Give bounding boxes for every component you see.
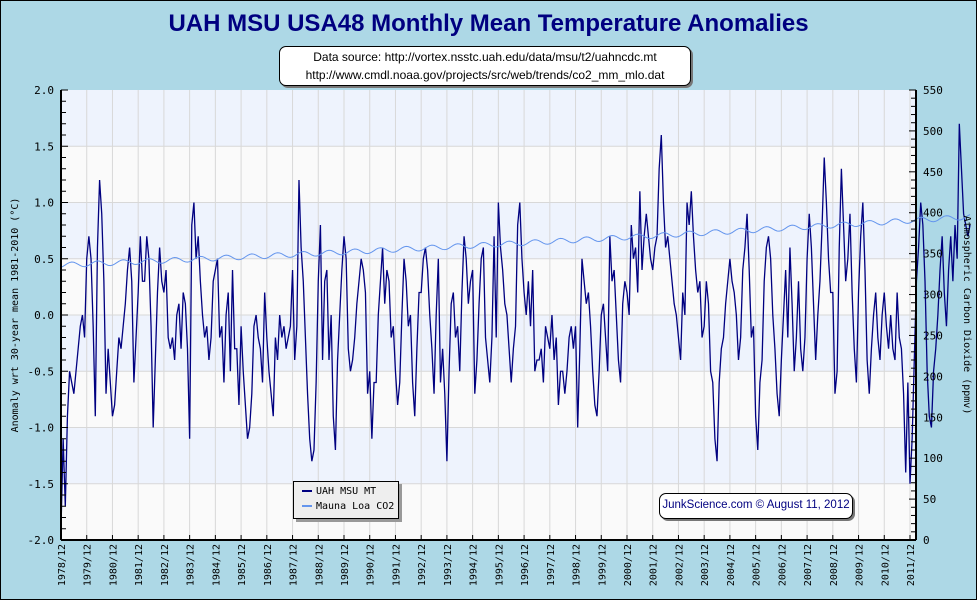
plot-band: [61, 146, 916, 203]
legend-swatch-co2: [302, 505, 312, 507]
legend-item-temperature: UAH MSU MT: [302, 485, 376, 499]
legend: UAH MSU MT Mauna Loa CO2: [293, 481, 399, 519]
legend-item-co2: Mauna Loa CO2: [302, 500, 394, 514]
legend-label-co2: Mauna Loa CO2: [316, 501, 395, 512]
x-tick-label: 2004/12: [726, 544, 737, 586]
y2-tick-label: 400: [923, 207, 943, 220]
x-tick-label: 1978/12: [57, 544, 68, 586]
y-tick-label: -1.0: [28, 422, 55, 435]
x-tick-label: 1996/12: [520, 544, 531, 586]
co2-series-line: [60, 214, 971, 268]
x-tick-label: 2008/12: [829, 544, 840, 586]
x-tick-label: 1979/12: [83, 544, 94, 586]
x-tick-label: 1999/12: [597, 544, 608, 586]
data-source-box: Data source: http://vortex.nsstc.uah.edu…: [279, 46, 691, 86]
y-axis-label: Anomaly wrt 30-year mean 1981-2010 (°C): [10, 198, 21, 433]
x-tick-label: 1987/12: [289, 544, 300, 586]
x-tick-label: 1981/12: [134, 544, 145, 586]
x-tick-label: 1985/12: [237, 544, 248, 586]
y2-axis-label: Atmospheric Carbon Dioxide (ppmv): [961, 216, 972, 415]
grid-lines: [61, 90, 916, 540]
x-tick-label: 2005/12: [752, 544, 763, 586]
y2-tick-label: 50: [923, 493, 936, 506]
x-tick-label: 2006/12: [777, 544, 788, 586]
x-tick-label: 1983/12: [186, 544, 197, 586]
y2-tick-label: 250: [923, 329, 943, 342]
x-tick-label: 1998/12: [572, 544, 583, 586]
x-tick-label: 2003/12: [700, 544, 711, 586]
x-tick-label: 1990/12: [366, 544, 377, 586]
x-tick-label: 1980/12: [108, 544, 119, 586]
x-tick-label: 2002/12: [674, 544, 685, 586]
x-tick-label: 1989/12: [340, 544, 351, 586]
chart-title: UAH MSU USA48 Monthly Mean Temperature A…: [168, 10, 809, 37]
x-tick-label: 1982/12: [160, 544, 171, 586]
x-tick-label: 1993/12: [443, 544, 454, 586]
temperature-series-line: [60, 123, 971, 529]
x-tick-label: 1994/12: [469, 544, 480, 586]
credit-box: JunkScience.com © August 11, 2012: [659, 493, 853, 519]
y-tick-label: -0.5: [28, 365, 55, 378]
y-tick-label: 1.0: [34, 197, 54, 210]
x-tick-label: 1984/12: [211, 544, 222, 586]
plot-band: [61, 427, 916, 484]
x-tick-label: 2009/12: [855, 544, 866, 586]
plot-band: [61, 371, 916, 428]
plot-bands: [61, 90, 916, 540]
y2-tick-label: 150: [923, 411, 943, 424]
plot-band: [61, 258, 916, 315]
y-tick-label: 0.0: [34, 309, 54, 322]
x-tick-label: 1991/12: [391, 544, 402, 586]
y2-tick-label: 350: [923, 248, 943, 261]
axes: 1978/12 1979/12 1980/12 1981/12 1982/12 1983/…: [28, 84, 943, 586]
x-tick-label: 2011/12: [906, 544, 917, 586]
y-tick-label: 0.5: [34, 253, 54, 266]
source-line-2: http://www.cmdl.noaa.gov/projects/src/we…: [305, 68, 665, 82]
y2-tick-label: 500: [923, 125, 943, 138]
x-tick-label: 1988/12: [314, 544, 325, 586]
y2-tick-label: 450: [923, 166, 943, 179]
y-tick-label: 1.5: [34, 140, 54, 153]
x-tick-label: 1997/12: [546, 544, 557, 586]
x-tick-label: 1995/12: [494, 544, 505, 586]
x-tick-label: 2010/12: [880, 544, 891, 586]
x-tick-label: 1992/12: [417, 544, 428, 586]
y2-tick-label: 200: [923, 370, 943, 383]
x-tick-label: 2000/12: [623, 544, 634, 586]
legend-swatch-temperature: [302, 490, 312, 492]
y2-tick-label: 550: [923, 84, 943, 97]
series-lines: [60, 123, 971, 529]
y-tick-label: -2.0: [28, 534, 55, 547]
x-tick-label: 2007/12: [803, 544, 814, 586]
y2-tick-label: 0: [923, 534, 930, 547]
source-line-1: Data source: http://vortex.nsstc.uah.edu…: [313, 50, 657, 64]
legend-label-temperature: UAH MSU MT: [316, 486, 377, 497]
x-tick-label: 2001/12: [649, 544, 660, 586]
x-tick-label: 1986/12: [263, 544, 274, 586]
y2-tick-label: 100: [923, 452, 943, 465]
plot-band: [61, 90, 916, 147]
plot-band: [61, 202, 916, 259]
y-tick-label: 2.0: [34, 84, 54, 97]
y-tick-label: -1.5: [28, 478, 55, 491]
y2-tick-label: 300: [923, 289, 943, 302]
